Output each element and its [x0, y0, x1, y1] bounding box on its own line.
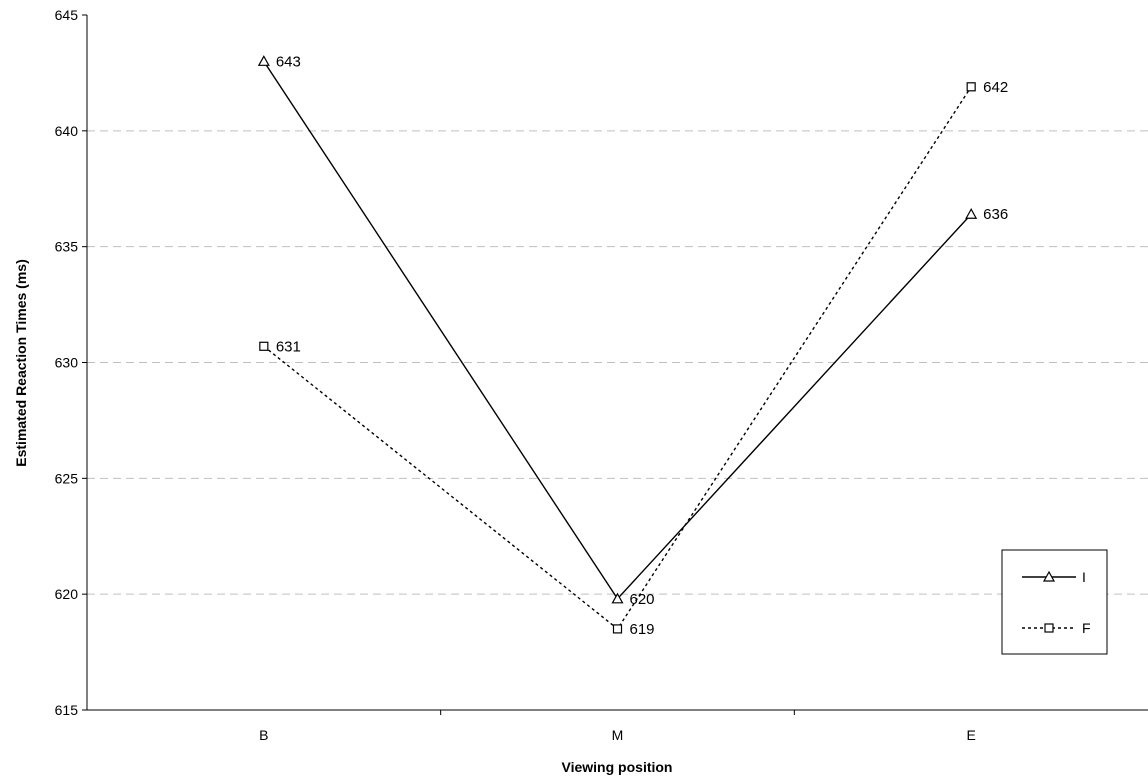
y-ticks: 615 620 625 630 635 640 645 — [55, 7, 87, 718]
x-axis-title: Viewing position — [562, 759, 673, 775]
y-tick-label: 645 — [55, 7, 79, 23]
legend-box — [1001, 549, 1108, 655]
series-line-F — [263, 86, 972, 630]
series-I — [257, 55, 978, 604]
legend: IF — [1001, 549, 1108, 655]
gridlines — [87, 130, 1148, 595]
y-tick-label: 615 — [55, 702, 79, 718]
data-point-I — [965, 207, 978, 219]
data-point-F — [259, 341, 269, 351]
data-labels: 643 620 636 631 619 642 — [276, 53, 1008, 638]
data-label-I: 643 — [276, 53, 301, 70]
legend-marker-F — [1044, 623, 1054, 633]
data-label-F: 642 — [983, 79, 1008, 96]
data-label-F: 631 — [276, 338, 301, 355]
x-tick-label: E — [966, 727, 975, 743]
y-tick-label: 640 — [55, 123, 79, 139]
y-tick-label: 625 — [55, 470, 79, 486]
data-label-I: 636 — [983, 206, 1008, 223]
y-tick-label: 620 — [55, 586, 79, 602]
legend-marker-I — [1042, 570, 1056, 582]
x-tick-label: B — [259, 727, 268, 743]
y-tick-label: 635 — [55, 239, 79, 255]
data-point-I — [611, 592, 624, 604]
y-tick-label: 630 — [55, 355, 79, 371]
x-tick-label: M — [612, 727, 624, 743]
data-label-I: 620 — [630, 591, 655, 608]
y-axis-title: Estimated Reaction Times (ms) — [13, 259, 29, 466]
legend-label-F: F — [1082, 620, 1091, 636]
legend-items: IF — [1022, 569, 1091, 636]
data-label-F: 619 — [630, 621, 655, 638]
series-line-I — [263, 60, 972, 600]
legend-label-I: I — [1082, 569, 1086, 585]
data-point-F — [966, 82, 976, 92]
data-point-I — [257, 55, 270, 66]
series-F — [259, 82, 976, 634]
series — [257, 55, 978, 634]
data-point-F — [612, 624, 623, 634]
